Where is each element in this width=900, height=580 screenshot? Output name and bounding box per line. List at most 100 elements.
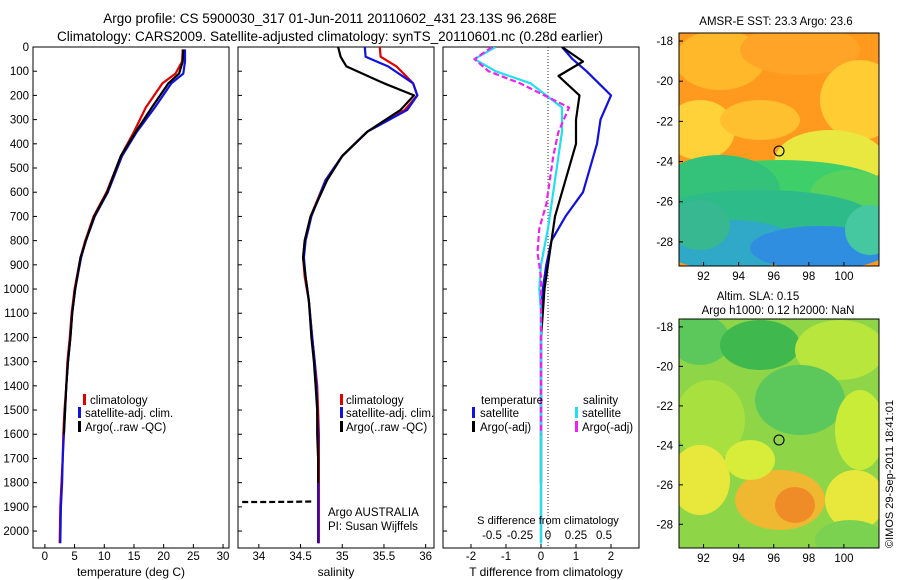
field-patch — [740, 33, 860, 75]
x-tick-label: 0 — [538, 551, 544, 563]
difference-legend: temperature satellite Argo(-adj) salinit… — [472, 395, 633, 434]
depth-tick-label: 1300 — [3, 357, 29, 369]
map-y-tick-label: -26 — [656, 197, 673, 209]
x-tick-label: 10 — [98, 551, 111, 563]
map-x-tick-label: 92 — [697, 553, 710, 565]
s-difference-tick-label: 0.25 — [565, 530, 587, 542]
field-patch — [725, 440, 775, 480]
map-y-tick-label: -28 — [656, 237, 673, 249]
s-difference-tick-label: 0.5 — [596, 530, 612, 542]
sst-map-title: AMSR-E SST: 23.3 Argo: 23.6 — [699, 16, 852, 28]
series-line-satellite-adj-clim- — [302, 47, 419, 544]
x-tick-label: 2 — [608, 551, 614, 563]
legend-swatch-salinity-satellite — [575, 407, 578, 418]
legend-swatch-salinity-argo — [575, 421, 578, 432]
sst-map-frame — [678, 32, 880, 267]
field-patch — [679, 200, 730, 250]
depth-tick-label: 1400 — [3, 381, 29, 393]
sst-field — [679, 33, 879, 266]
x-tick-label: 35.5 — [373, 551, 395, 563]
x-tick-label: 5 — [71, 551, 77, 563]
sla-map — [679, 319, 879, 548]
field-patch — [835, 390, 879, 470]
x-tick-label: -1 — [501, 551, 511, 563]
map-x-tick-label: 96 — [767, 553, 780, 565]
x-tick-label: 20 — [157, 551, 170, 563]
series-line-argo-adj- — [473, 47, 571, 435]
figure-title-line2: Climatology: CARS2009. Satellite-adjuste… — [56, 29, 604, 44]
field-patch — [815, 520, 879, 548]
salinity-axis-label: salinity — [318, 565, 355, 579]
s-difference-tick-label: -0.25 — [507, 530, 533, 542]
legend-swatch-argo — [340, 421, 343, 432]
series-line-climatology — [302, 47, 419, 544]
s-difference-axis-label: S difference from climatology — [477, 515, 619, 527]
map-x-tick-label: 98 — [802, 553, 815, 565]
map-y-tick-label: -24 — [656, 440, 673, 452]
salinity-x-axis: 34 34.5 35 35.5 36 — [252, 544, 432, 563]
map-x-tick-label: 94 — [732, 553, 745, 565]
map-x-tick-label: 98 — [802, 271, 815, 283]
imos-watermark: ©IMOS 29-Sep-2011 18:41:01 — [884, 400, 896, 548]
legend-label-salinity-argo: Argo(-adj) — [582, 422, 633, 434]
argo-position-marker-sst — [773, 145, 785, 157]
legend-label-satellite: satellite-adj. clim. — [85, 408, 173, 420]
field-patch — [720, 320, 800, 370]
depth-tick-label: 1900 — [3, 502, 29, 514]
field-patch — [845, 205, 879, 255]
sla-map-frame — [678, 318, 880, 549]
map-y-tick-label: -22 — [656, 116, 673, 128]
legend-label-argo: Argo(..raw -QC) — [85, 422, 166, 434]
field-patch — [775, 487, 815, 523]
map-y-tick-label: -24 — [656, 157, 673, 169]
field-patch — [795, 320, 879, 380]
field-patch — [679, 100, 735, 160]
map-x-tick-label: 100 — [834, 271, 853, 283]
x-tick-label: 34 — [252, 551, 265, 563]
legend-label-salinity-satellite: satellite — [582, 408, 621, 420]
x-tick-label: 15 — [128, 551, 141, 563]
series-line-satellite-adj-clim- — [59, 49, 187, 544]
sla-field — [679, 319, 879, 548]
s-difference-tick-label: 0 — [545, 530, 551, 542]
x-tick-label: 30 — [217, 551, 230, 563]
legend-swatch-satellite — [340, 407, 343, 418]
map-y-tick-label: -28 — [656, 519, 673, 531]
legend-label-temperature-argo: Argo(-adj) — [480, 422, 531, 434]
temperature-x-axis: 0 5 10 15 20 25 30 — [42, 544, 230, 563]
depth-tick-label: 0 — [23, 42, 29, 54]
depth-tick-label: 500 — [10, 163, 29, 175]
salinity-plot — [242, 47, 419, 544]
series-line-satellite — [473, 47, 564, 544]
field-patch — [679, 380, 745, 460]
legend-label-argo: Argo(..raw -QC) — [346, 422, 427, 434]
x-tick-label: 35 — [336, 551, 349, 563]
map-y-tick-label: -22 — [656, 401, 673, 413]
argo-position-marker-sla — [773, 434, 785, 446]
field-patch — [679, 445, 730, 515]
sla-map-title-line2: Argo h1000: 0.12 h2000: NaN — [702, 305, 855, 317]
x-tick-label: 25 — [187, 551, 200, 563]
difference-plot — [473, 47, 613, 544]
argo-program-label: Argo AUSTRALIA — [328, 507, 419, 519]
legend-swatch-argo — [78, 421, 81, 432]
legend-label-climatology: climatology — [346, 395, 404, 407]
legend-swatch-climatology — [340, 394, 343, 405]
depth-tick-label: 600 — [10, 187, 29, 199]
legend-swatch-temperature-satellite — [472, 407, 475, 418]
depth-tick-label: 700 — [10, 211, 29, 223]
legend-swatch-satellite — [78, 407, 81, 418]
difference-x-axis: -2 -1 0 1 2 -0.5 -0.25 0 0.25 0.5 — [466, 530, 614, 563]
depth-tick-label: 1700 — [3, 453, 29, 465]
legend-swatch-temperature-argo — [472, 421, 475, 432]
depth-tick-label: 900 — [10, 260, 29, 272]
sla-map-title-line1: Altim. SLA: 0.15 — [717, 291, 799, 303]
map-y-tick-label: -18 — [656, 322, 673, 334]
depth-tick-label: 2000 — [3, 526, 29, 538]
map-x-tick-label: 100 — [834, 553, 853, 565]
legend-label-satellite: satellite-adj. clim. — [346, 408, 434, 420]
x-tick-label: 34.5 — [289, 551, 311, 563]
depth-tick-label: 1000 — [3, 284, 29, 296]
field-patch — [679, 319, 730, 365]
